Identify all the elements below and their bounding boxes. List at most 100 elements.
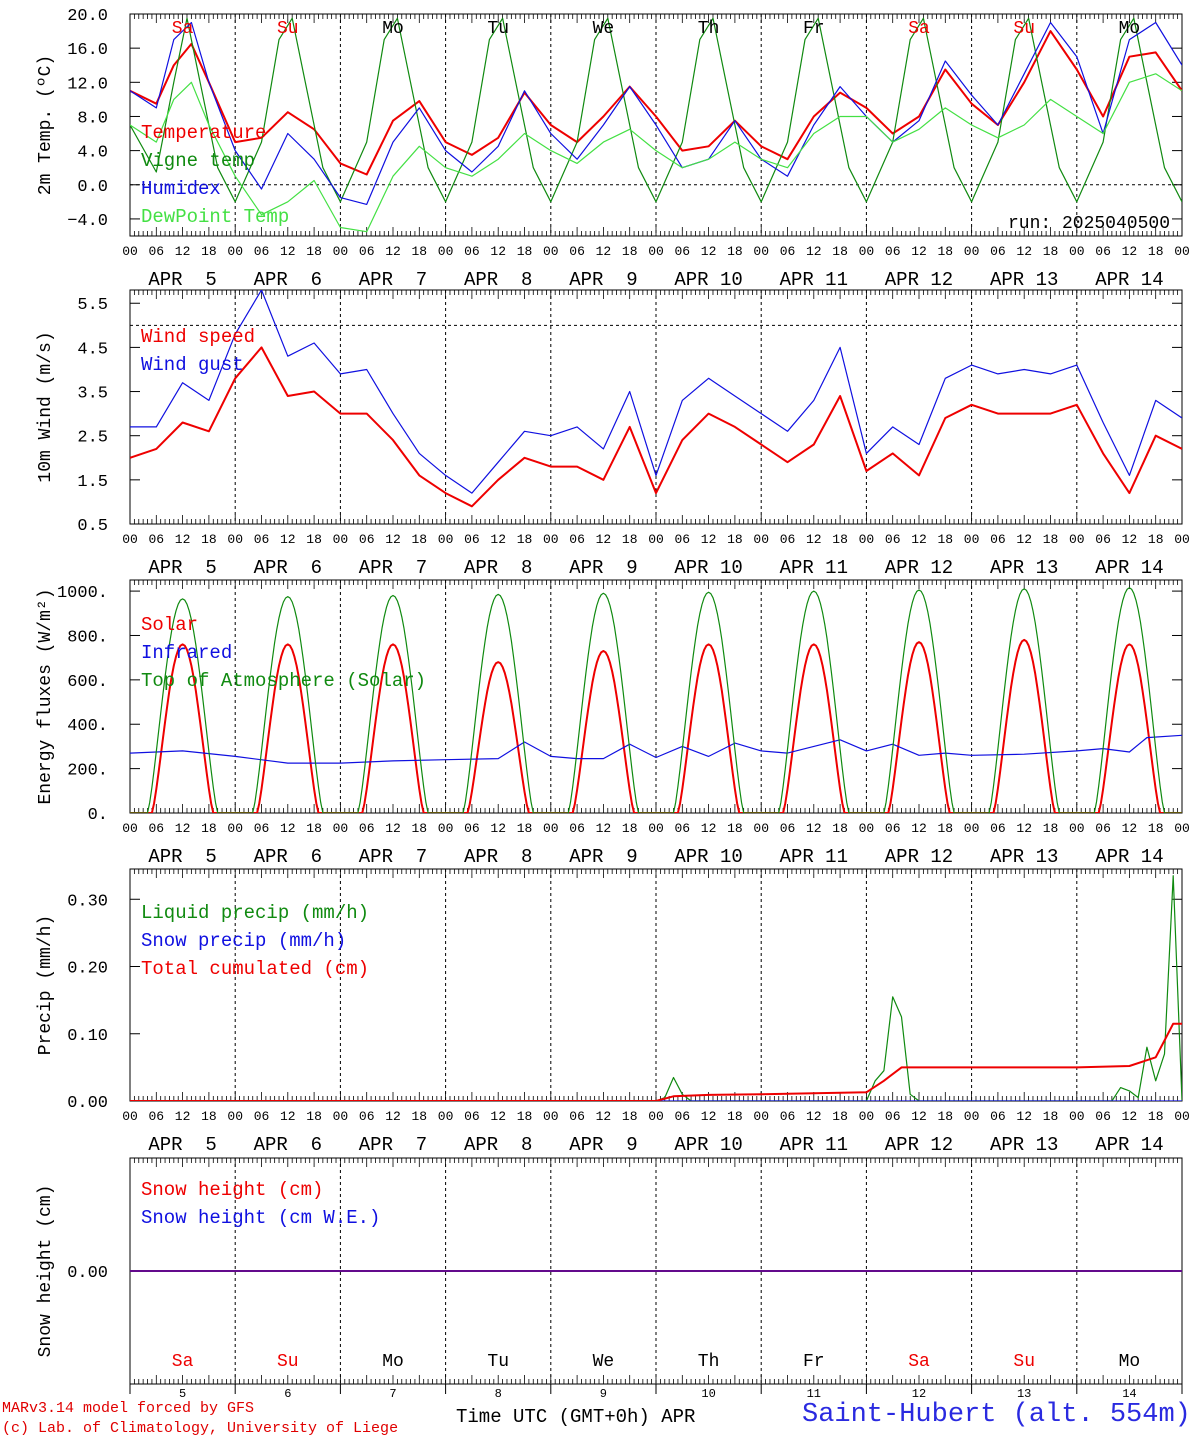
hour-tick-label: 06 xyxy=(885,532,901,547)
date-label: APR 9 xyxy=(569,846,637,868)
run-annotation: run: 2025040500 xyxy=(1008,214,1170,234)
date-label: APR 14 xyxy=(1095,846,1163,868)
day-of-week-label: Su xyxy=(277,1352,299,1372)
day-of-week-label: Su xyxy=(1013,19,1035,39)
series-line-humidex xyxy=(130,21,1182,205)
station-name: Saint-Hubert (alt. 554m) xyxy=(802,1400,1191,1430)
snow-panel: 0.00 Snow height (cm) Snow height (cm) Snow… xyxy=(36,1157,1183,1385)
day-number-label: 12 xyxy=(912,1387,926,1401)
hour-tick-label: 12 xyxy=(175,821,191,836)
hour-tick-label: 18 xyxy=(727,1109,743,1124)
hour-tick-label: 06 xyxy=(885,821,901,836)
hour-tick-label: 00 xyxy=(543,821,559,836)
hour-tick-label: 00 xyxy=(333,244,349,259)
hour-tick-label: 06 xyxy=(674,1109,690,1124)
hour-tick-label: 12 xyxy=(1122,1109,1138,1124)
date-label: APR 10 xyxy=(674,557,742,579)
hour-tick-label: 00 xyxy=(753,532,769,547)
hour-tick-label: 18 xyxy=(201,532,217,547)
hour-tick-label: 12 xyxy=(490,821,506,836)
hour-tick-label: 12 xyxy=(701,244,717,259)
hour-tick-label: 12 xyxy=(280,532,296,547)
y-tick-label: 5.5 xyxy=(77,296,108,315)
legend-entry: Wind gust xyxy=(141,354,244,376)
hour-tick-label: 00 xyxy=(964,244,980,259)
hour-tick-label: 12 xyxy=(490,244,506,259)
hour-tick-label: 00 xyxy=(438,821,454,836)
hour-tick-label: 18 xyxy=(306,1109,322,1124)
hour-tick-label: 00 xyxy=(753,1109,769,1124)
date-label: APR 9 xyxy=(569,1134,637,1156)
date-label: APR 11 xyxy=(780,557,848,579)
day-of-week-label: Th xyxy=(698,1352,720,1372)
hour-tick-label: 00 xyxy=(964,1109,980,1124)
y-tick-label: 4.5 xyxy=(77,340,108,359)
hour-tick-label: 06 xyxy=(990,532,1006,547)
hour-tick-label: 12 xyxy=(1016,532,1032,547)
day-of-week-label: We xyxy=(593,1352,615,1372)
y-axis-title: Precip (mm/h) xyxy=(36,915,56,1055)
y-tick-label: 0.0 xyxy=(77,178,108,197)
hour-tick-label: 06 xyxy=(254,821,270,836)
hour-tick-label: 06 xyxy=(148,244,164,259)
date-label: APR 7 xyxy=(359,846,427,868)
series-line-wind-gust xyxy=(130,290,1182,494)
hour-tick-label: 18 xyxy=(517,532,533,547)
temperature-panel: 20.0 16.0 12.0 8.0 4.0 0.0 −4.0 2m Temp. (ºC) 00… xyxy=(36,7,1190,291)
hour-tick-label: 12 xyxy=(701,532,717,547)
day-number-label: 5 xyxy=(179,1387,186,1401)
date-label: APR 10 xyxy=(674,269,742,291)
hour-tick-label: 18 xyxy=(727,532,743,547)
hour-tick-label: 00 xyxy=(227,821,243,836)
hour-tick-label: 00 xyxy=(333,1109,349,1124)
hour-tick-label: 00 xyxy=(227,1109,243,1124)
series-line-vigne-temp xyxy=(130,17,1182,203)
date-label: APR 12 xyxy=(885,1134,953,1156)
y-tick-label: 12.0 xyxy=(67,75,108,94)
date-label: APR 11 xyxy=(780,846,848,868)
hour-tick-label: 12 xyxy=(596,821,612,836)
legend-entry: Vigne temp xyxy=(141,150,255,172)
legend-entry: Snow height (cm) xyxy=(141,1179,323,1201)
hour-tick-label: 12 xyxy=(1016,821,1032,836)
hour-tick-label: 00 xyxy=(648,821,664,836)
date-label: APR 9 xyxy=(569,269,637,291)
hour-tick-label: 06 xyxy=(464,821,480,836)
date-label: APR 13 xyxy=(990,269,1058,291)
hour-tick-label: 06 xyxy=(990,244,1006,259)
hour-tick-label: 18 xyxy=(832,532,848,547)
date-label: APR 11 xyxy=(780,1134,848,1156)
hour-tick-label: 06 xyxy=(1095,532,1111,547)
date-label: APR 12 xyxy=(885,846,953,868)
hour-tick-label: 06 xyxy=(569,532,585,547)
hour-tick-label: 18 xyxy=(832,244,848,259)
hour-tick-label: 06 xyxy=(674,821,690,836)
hour-tick-label: 12 xyxy=(806,821,822,836)
hour-tick-label: 18 xyxy=(201,244,217,259)
hour-tick-label: 18 xyxy=(411,821,427,836)
hour-tick-label: 00 xyxy=(753,244,769,259)
hour-tick-label: 00 xyxy=(1069,821,1085,836)
hour-tick-label: 12 xyxy=(1122,821,1138,836)
hour-tick-label: 18 xyxy=(622,244,638,259)
day-of-week-label: Mo xyxy=(1119,19,1141,39)
time-axis-title: Time UTC (GMT+0h) APR xyxy=(456,1406,696,1428)
hour-tick-label: 18 xyxy=(1043,821,1059,836)
hour-tick-label: 18 xyxy=(727,244,743,259)
date-label: APR 12 xyxy=(885,557,953,579)
date-label: APR 6 xyxy=(254,269,322,291)
day-of-week-label: Th xyxy=(698,19,720,39)
series-line-wind-speed xyxy=(130,346,1182,508)
legend-entry: Snow height (cm W.E.) xyxy=(141,1207,380,1229)
date-label: APR 10 xyxy=(674,846,742,868)
y-tick-label: 0.00 xyxy=(67,1094,108,1113)
hour-tick-label: 06 xyxy=(569,821,585,836)
hour-tick-label: 18 xyxy=(306,821,322,836)
hour-tick-label: 12 xyxy=(806,532,822,547)
hour-tick-label: 06 xyxy=(885,244,901,259)
hour-tick-label: 18 xyxy=(517,244,533,259)
hour-tick-label: 00 xyxy=(333,821,349,836)
hour-tick-label: 18 xyxy=(1043,532,1059,547)
hour-tick-label: 18 xyxy=(937,821,953,836)
hour-tick-label: 06 xyxy=(780,532,796,547)
